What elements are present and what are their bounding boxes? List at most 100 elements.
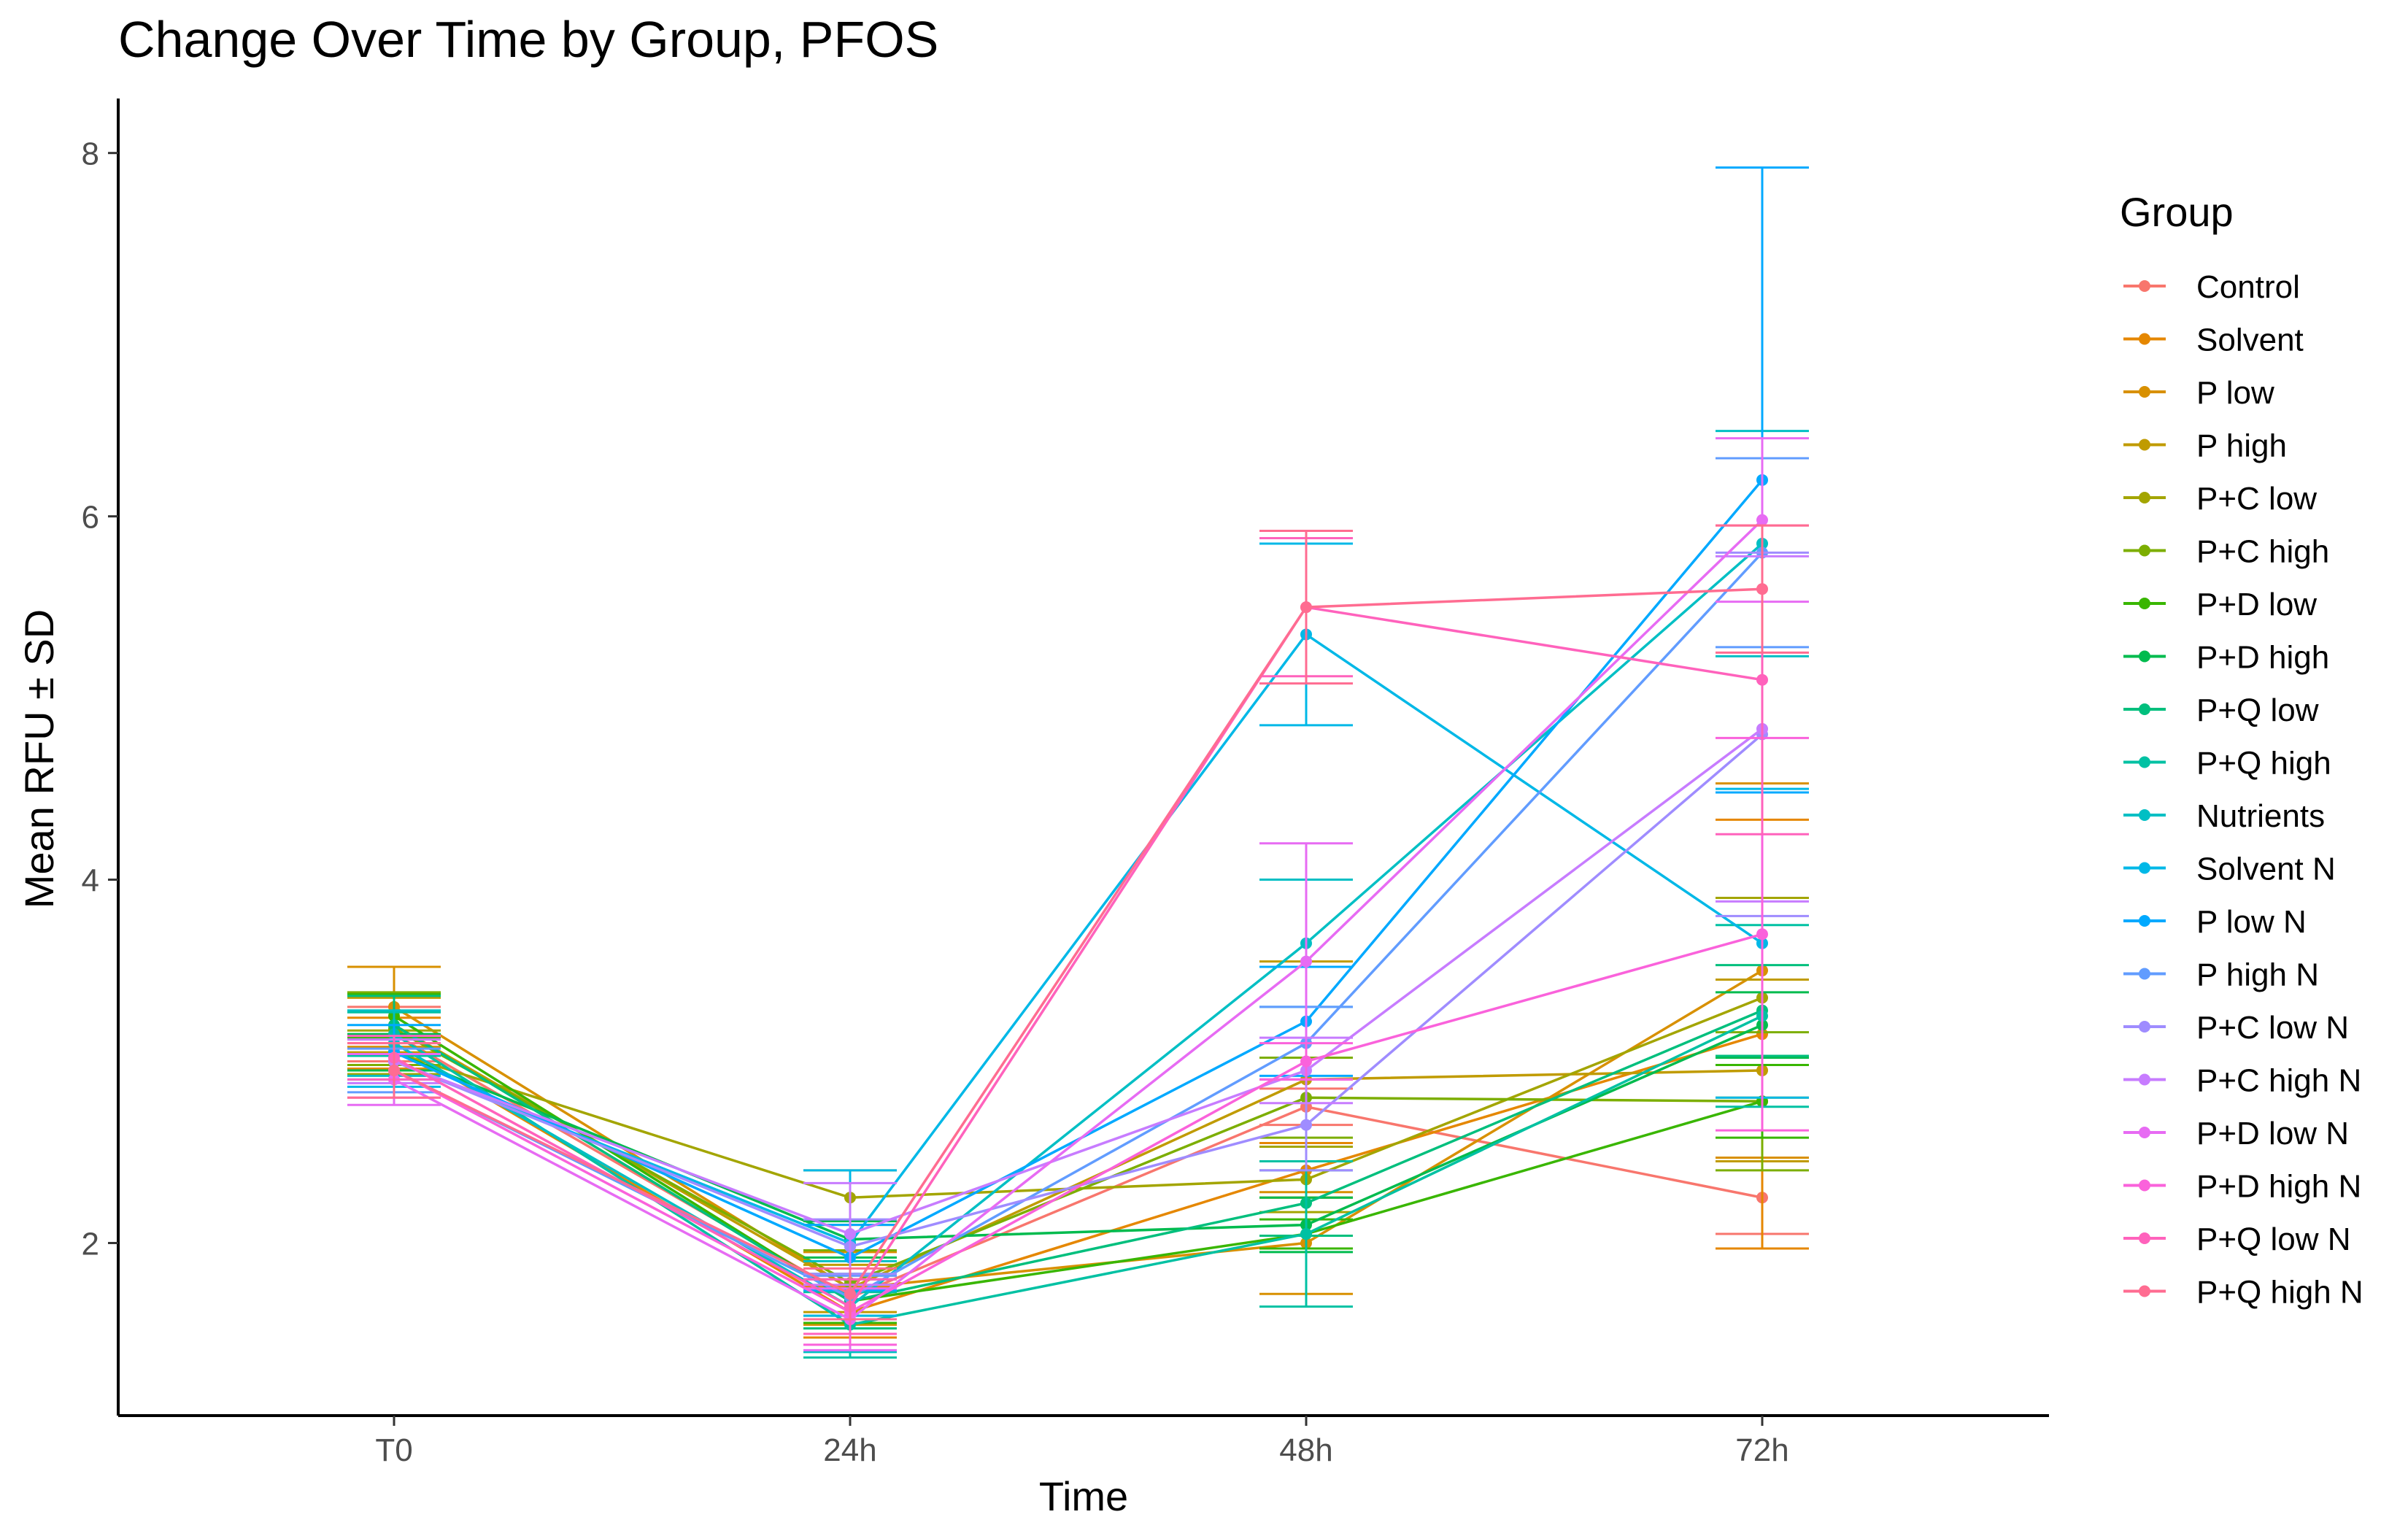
legend-key-point xyxy=(2139,1285,2150,1297)
series-p-q-low-n xyxy=(347,524,1809,1335)
legend-key-point xyxy=(2139,915,2150,927)
legend-key-point xyxy=(2139,439,2150,451)
series-p-d-low-n xyxy=(347,437,1809,1351)
data-point xyxy=(1300,1119,1312,1131)
x-tick-label: 48h xyxy=(1279,1432,1332,1468)
series-p-c-low-n xyxy=(347,551,1809,1276)
series-line xyxy=(393,1033,1763,1313)
series-p-c-low xyxy=(347,896,1809,1227)
legend-item: Solvent xyxy=(2123,323,2304,358)
legend-item: P+C high N xyxy=(2123,1063,2361,1099)
legend-label: P+D low xyxy=(2196,587,2317,622)
legend-item: P low xyxy=(2123,375,2274,411)
legend-item: P+D high N xyxy=(2123,1169,2361,1205)
legend-item: P+Q low N xyxy=(2123,1222,2351,1257)
legend: Control Solvent P low P high P+C low P+C high… xyxy=(2123,269,2363,1311)
legend-key-point xyxy=(2139,544,2150,557)
plot-area: 2 4 6 8 T0 24h 48h 72h xyxy=(82,99,2049,1468)
legend-key-point xyxy=(2139,968,2150,980)
legend-label: P+C high N xyxy=(2196,1063,2361,1099)
series-line xyxy=(393,996,1763,1200)
data-point xyxy=(844,1288,856,1300)
legend-item: P+D low N xyxy=(2123,1116,2349,1151)
legend-label: P high N xyxy=(2196,957,2319,993)
data-point xyxy=(1300,1055,1312,1068)
data-point xyxy=(1300,955,1312,968)
legend-label: P+C low xyxy=(2196,481,2317,517)
series-p-d-low xyxy=(347,992,1809,1324)
series-line xyxy=(393,1014,1763,1302)
legend-key-point xyxy=(2139,386,2150,398)
series-solvent-n xyxy=(347,542,1809,1317)
series-p-q-low xyxy=(347,964,1809,1329)
data-point xyxy=(1756,928,1768,941)
y-tick-label: 6 xyxy=(82,500,99,536)
legend-key-point xyxy=(2139,492,2150,503)
legend-item: P+C high xyxy=(2123,534,2329,570)
legend-key-point xyxy=(2139,1073,2150,1086)
legend-item: Nutrients xyxy=(2123,798,2325,834)
legend-label: Solvent xyxy=(2196,323,2304,358)
y-tick-label: 8 xyxy=(82,136,99,172)
legend-key-point xyxy=(2139,756,2150,768)
legend-key-point xyxy=(2139,1021,2150,1033)
legend-item: P+Q low xyxy=(2123,692,2319,728)
legend-key-point xyxy=(2139,1127,2150,1138)
legend-key-point xyxy=(2139,703,2150,715)
legend-key-point xyxy=(2139,598,2150,609)
series-p-d-high-n xyxy=(347,736,1809,1346)
series-p-c-high-n xyxy=(347,555,1809,1286)
legend-item: P low N xyxy=(2123,904,2307,940)
legend-item: P+D low xyxy=(2123,587,2317,622)
data-point xyxy=(1300,1228,1312,1240)
series-line xyxy=(393,728,1764,1235)
legend-item: Control xyxy=(2123,269,2300,305)
x-tick-label: T0 xyxy=(375,1432,412,1468)
legend-label: P+Q high xyxy=(2196,746,2331,781)
legend-key-point xyxy=(2139,862,2150,874)
legend-label: P+Q high N xyxy=(2196,1275,2363,1311)
legend-key-point xyxy=(2139,1232,2150,1244)
series-line xyxy=(393,633,1763,1245)
legend-label: Solvent N xyxy=(2196,852,2336,887)
legend-title: Group xyxy=(2120,189,2234,235)
y-tick-label: 2 xyxy=(82,1226,99,1262)
series-line xyxy=(393,587,1763,1296)
series-line xyxy=(393,1009,1763,1303)
legend-item: Solvent N xyxy=(2123,852,2336,887)
legend-label: P+C low N xyxy=(2196,1010,2349,1046)
legend-item: P+C low xyxy=(2123,481,2317,517)
series-line xyxy=(393,1033,1763,1300)
data-point xyxy=(1756,674,1768,686)
legend-item: P high xyxy=(2123,428,2287,464)
legend-label: P high xyxy=(2196,428,2287,464)
legend-item: P high N xyxy=(2123,957,2319,993)
series-p-q-high-n xyxy=(347,524,1809,1321)
legend-key-point xyxy=(2139,809,2150,821)
legend-key-point xyxy=(2139,1179,2150,1192)
data-point xyxy=(1756,583,1768,595)
legend-item: P+Q high N xyxy=(2123,1275,2363,1311)
series-line xyxy=(393,933,1763,1314)
legend-label: Nutrients xyxy=(2196,798,2325,834)
series-solvent xyxy=(347,818,1809,1339)
legend-label: P low xyxy=(2196,375,2274,411)
series-line xyxy=(393,1014,1763,1327)
legend-label: P low N xyxy=(2196,904,2307,940)
data-point xyxy=(844,1228,856,1240)
x-axis-label: Time xyxy=(1039,1473,1128,1519)
chart-title: Change Over Time by Group, PFOS xyxy=(118,11,938,68)
legend-label: Control xyxy=(2196,269,2300,305)
legend-item: P+Q high xyxy=(2123,746,2331,781)
x-tick-label: 24h xyxy=(823,1432,876,1468)
legend-key-point xyxy=(2139,333,2150,345)
legend-label: P+Q low xyxy=(2196,692,2319,728)
legend-label: P+D low N xyxy=(2196,1116,2349,1151)
series-line xyxy=(393,519,1764,1321)
series-nutrients xyxy=(347,430,1809,1354)
x-tick-label: 72h xyxy=(1735,1432,1788,1468)
legend-key-point xyxy=(2139,650,2150,663)
data-point xyxy=(1756,514,1768,526)
